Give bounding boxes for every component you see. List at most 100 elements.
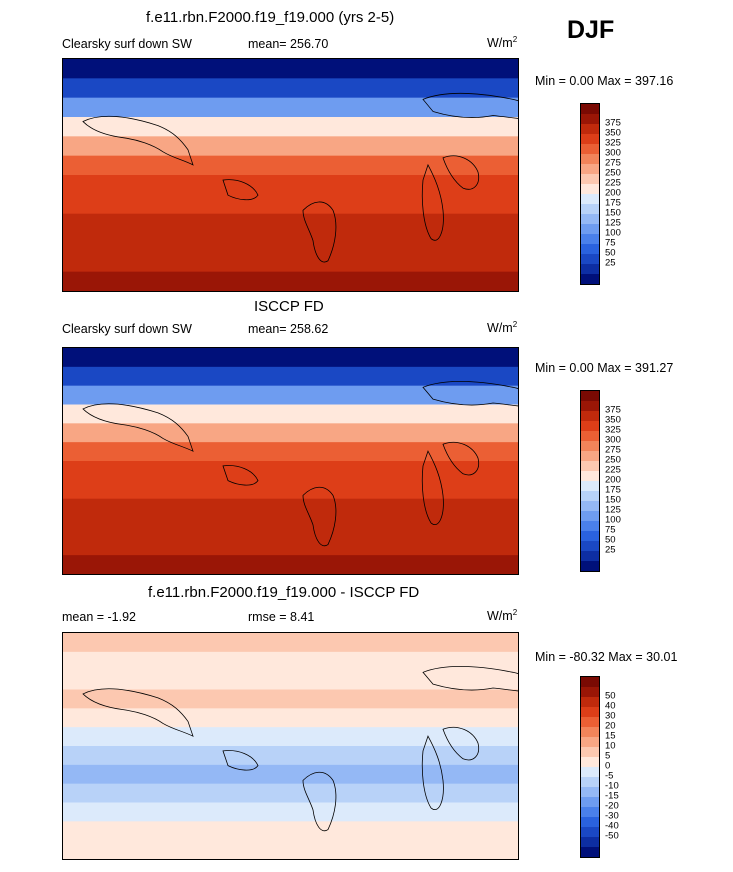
- colorbar-tick-label: 50: [605, 534, 616, 546]
- colorbar-swatch: [581, 531, 599, 541]
- colorbar-tick-label: -10: [605, 780, 619, 792]
- colorbar-swatch: [581, 451, 599, 461]
- colorbar-tick-label: 175: [605, 197, 621, 209]
- shading-band: [63, 442, 518, 462]
- colorbar-swatch: [581, 224, 599, 234]
- colorbar-swatch: [581, 194, 599, 204]
- coastline: [442, 441, 480, 476]
- shading-band: [63, 783, 518, 804]
- colorbar-tick-label: -50: [605, 830, 619, 842]
- colorbar-tick-label: 15: [605, 730, 616, 742]
- colorbar-swatch: [581, 391, 599, 401]
- panel2-units: W/m2: [487, 320, 518, 336]
- colorbar-tick-label: 5: [605, 750, 611, 762]
- colorbar-swatch: [581, 767, 599, 777]
- colorbar-swatch: [581, 707, 599, 717]
- colorbar-swatch: [581, 521, 599, 531]
- shading-band: [63, 213, 518, 234]
- colorbar-swatch: [581, 471, 599, 481]
- colorbar-tick-label: 300: [605, 434, 621, 446]
- shading-band: [63, 175, 518, 196]
- shading-band: [63, 117, 518, 138]
- colorbar-tick-label: -30: [605, 810, 619, 822]
- colorbar-swatch: [581, 817, 599, 827]
- panel2-map: [62, 347, 519, 575]
- colorbar-swatch: [581, 551, 599, 561]
- colorbar-swatch: [581, 697, 599, 707]
- coastline: [222, 465, 259, 486]
- colorbar-swatch: [581, 541, 599, 551]
- colorbar-tick-label: 30: [605, 710, 616, 722]
- coastline: [82, 115, 194, 166]
- colorbar-swatch: [581, 154, 599, 164]
- colorbar-tick-label: 350: [605, 127, 621, 139]
- colorbar-swatch: [581, 717, 599, 727]
- shading-band: [63, 651, 518, 672]
- colorbar-swatch: [581, 827, 599, 837]
- colorbar-tick-label: -40: [605, 820, 619, 832]
- colorbar-swatch: [581, 687, 599, 697]
- shading-band: [63, 555, 518, 574]
- colorbar-swatch: [581, 401, 599, 411]
- shading-band: [63, 498, 518, 519]
- coastline: [302, 486, 337, 547]
- map-field: [63, 348, 518, 574]
- colorbar-tick-label: 75: [605, 237, 616, 249]
- coastline: [421, 163, 444, 241]
- shading-band: [63, 194, 518, 215]
- colorbar-tick-label: 175: [605, 484, 621, 496]
- colorbar-tick-label: 100: [605, 514, 621, 526]
- shading-band: [63, 404, 518, 425]
- panel2-variable-label: Clearsky surf down SW: [62, 322, 192, 336]
- panel2-minmax: Min = 0.00 Max = 391.27: [535, 361, 674, 375]
- panel3-minmax: Min = -80.32 Max = 30.01: [535, 650, 678, 664]
- colorbar-swatch: [581, 234, 599, 244]
- shading-band: [63, 252, 518, 273]
- colorbar-swatch: [581, 757, 599, 767]
- coastline: [421, 735, 444, 810]
- coastline: [442, 155, 480, 190]
- shading-band: [63, 59, 518, 80]
- season-label: DJF: [567, 16, 615, 44]
- colorbar-tick-label: -20: [605, 800, 619, 812]
- colorbar-tick-label: 125: [605, 504, 621, 516]
- shading-band: [63, 155, 518, 176]
- colorbar-tick-label: 75: [605, 524, 616, 536]
- colorbar-tick-label: 200: [605, 187, 621, 199]
- colorbar-tick-label: 25: [605, 257, 616, 269]
- colorbar-swatch: [581, 254, 599, 264]
- colorbar-swatch: [581, 144, 599, 154]
- colorbar-swatch: [581, 164, 599, 174]
- shading-band: [63, 764, 518, 785]
- colorbar-tick-label: 375: [605, 117, 621, 129]
- colorbar-tick-label: 50: [605, 690, 616, 702]
- shading-band: [63, 423, 518, 444]
- shading-band: [63, 727, 518, 747]
- shading-band: [63, 461, 518, 481]
- colorbar-swatch: [581, 787, 599, 797]
- shading-band: [63, 689, 518, 710]
- colorbar-tick-label: 20: [605, 720, 616, 732]
- shading-band: [63, 136, 518, 157]
- shading-band: [63, 385, 518, 406]
- colorbar-swatch: [581, 797, 599, 807]
- colorbar-tick-label: 250: [605, 167, 621, 179]
- panel2-title: ISCCP FD: [254, 298, 324, 315]
- panel1-minmax: Min = 0.00 Max = 397.16: [535, 74, 674, 88]
- shading-band: [63, 708, 518, 729]
- panel2-colorbar: [580, 390, 600, 572]
- colorbar-swatch: [581, 244, 599, 254]
- colorbar-tick-label: 225: [605, 177, 621, 189]
- coastline: [82, 688, 194, 737]
- panel1-map: [62, 58, 519, 292]
- panel3-colorbar: [580, 676, 600, 858]
- coastline: [222, 750, 259, 771]
- colorbar-swatch: [581, 174, 599, 184]
- panel3-rmse-label: rmse = 8.41: [248, 610, 315, 624]
- coastline: [82, 403, 194, 452]
- shading-band: [63, 840, 518, 859]
- map-field: [63, 633, 518, 859]
- colorbar-tick-label: 25: [605, 544, 616, 556]
- shading-band: [63, 366, 518, 387]
- panel1-units: W/m2: [487, 35, 518, 51]
